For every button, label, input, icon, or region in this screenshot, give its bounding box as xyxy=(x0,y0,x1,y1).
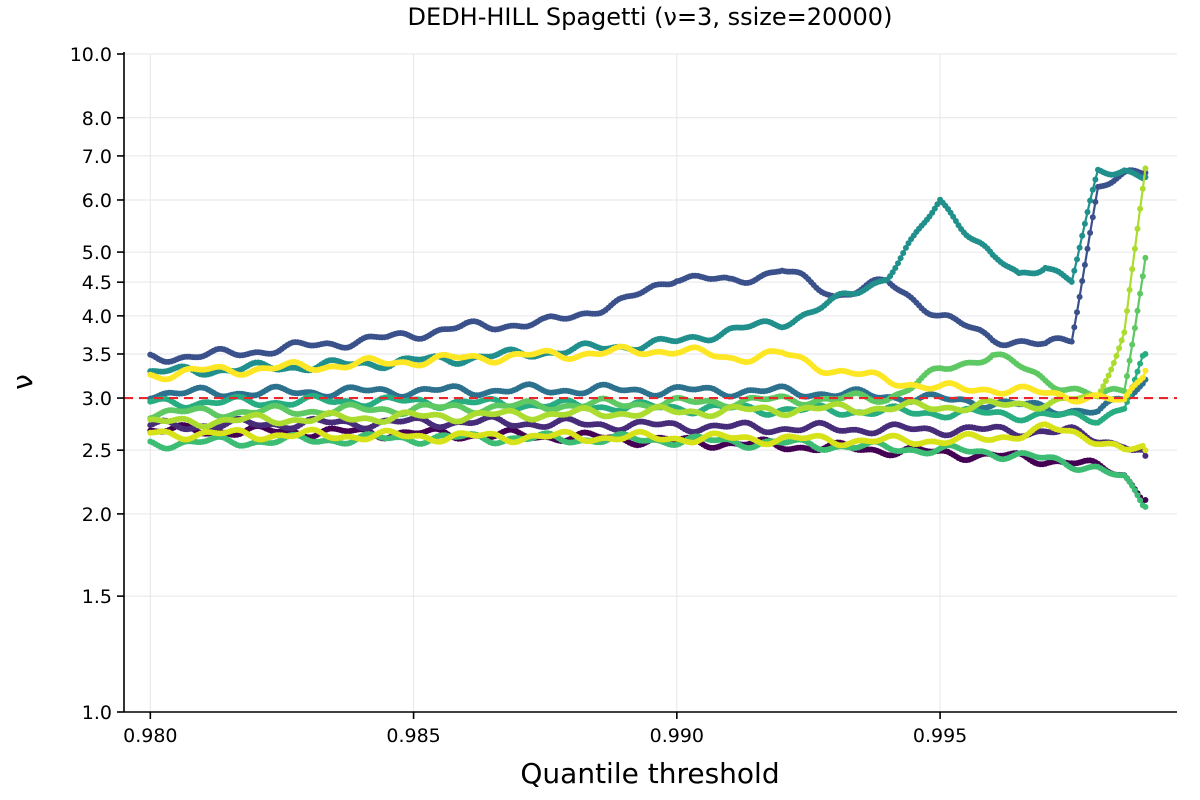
series-point xyxy=(1121,329,1128,336)
series-9 xyxy=(147,165,1149,430)
y-tick-label: 1.0 xyxy=(82,702,112,724)
series-point xyxy=(1102,378,1109,384)
series-point xyxy=(1121,405,1128,412)
series-point xyxy=(1134,307,1141,314)
series-point xyxy=(889,269,896,276)
series-point xyxy=(1139,273,1146,280)
y-tick-label: 4.5 xyxy=(82,272,112,294)
series-point xyxy=(1116,345,1123,352)
series-point xyxy=(1087,197,1094,204)
series-point xyxy=(1071,324,1078,331)
series-point xyxy=(1108,366,1115,373)
series-3 xyxy=(147,167,1149,365)
series-point xyxy=(1137,290,1144,297)
series-layer xyxy=(147,165,1149,510)
series-point xyxy=(1129,341,1136,348)
series-point xyxy=(1124,373,1130,380)
series-point xyxy=(1113,352,1120,359)
y-tick-label: 6.0 xyxy=(82,190,112,212)
series-point xyxy=(1142,367,1149,374)
series-point xyxy=(892,265,899,271)
x-tick-label: 0.980 xyxy=(123,725,177,747)
series-point xyxy=(934,201,941,208)
series-point xyxy=(900,250,907,256)
series-point xyxy=(1081,261,1088,268)
series-point xyxy=(1100,383,1107,390)
series-point xyxy=(1142,497,1149,503)
series-point xyxy=(1092,198,1099,205)
series-point xyxy=(1081,220,1088,227)
series-point xyxy=(1079,232,1086,239)
series-point xyxy=(1137,205,1144,212)
series-point xyxy=(931,205,938,212)
series-point xyxy=(1076,244,1083,251)
y-tick-label: 3.0 xyxy=(82,388,112,410)
x-tick-label: 0.990 xyxy=(650,725,704,747)
series-point xyxy=(1134,225,1141,232)
chart-title: DEDH-HILL Spagetti (ν=3, ssize=20000) xyxy=(408,3,893,31)
series-point xyxy=(1142,254,1149,261)
series-point xyxy=(1126,286,1133,293)
series-point xyxy=(1142,452,1149,459)
series-point xyxy=(1105,372,1112,379)
series-point xyxy=(902,244,909,251)
series-point xyxy=(1142,447,1149,454)
series-point xyxy=(1089,214,1096,221)
series-point xyxy=(1118,337,1125,344)
series-point xyxy=(1092,176,1099,183)
series-point xyxy=(1134,368,1141,375)
series-line xyxy=(150,168,1147,428)
series-point xyxy=(1084,209,1091,215)
series-point xyxy=(1131,325,1138,331)
series-point xyxy=(897,255,904,262)
series-7 xyxy=(147,430,1149,510)
series-point xyxy=(1142,351,1149,357)
series-line xyxy=(149,169,1146,363)
series-point xyxy=(1124,308,1130,314)
y-tick-label: 2.5 xyxy=(82,440,112,462)
y-tick-label: 10.0 xyxy=(70,44,112,66)
series-point xyxy=(1142,165,1149,172)
series-point xyxy=(1074,309,1080,316)
series-point xyxy=(895,260,901,267)
series-point xyxy=(1137,360,1144,367)
series-point xyxy=(1076,293,1083,300)
y-tick-label: 8.0 xyxy=(82,108,112,130)
series-point xyxy=(1074,256,1080,263)
y-tick-label: 7.0 xyxy=(82,146,112,168)
series-point xyxy=(1089,186,1096,193)
series-point xyxy=(1087,229,1094,236)
y-tick-label: 3.5 xyxy=(82,344,112,366)
y-tick-label: 5.0 xyxy=(82,242,112,264)
x-tick-label: 0.995 xyxy=(913,725,967,747)
gridlines xyxy=(124,53,1177,713)
series-point xyxy=(1068,278,1075,285)
series-point xyxy=(1131,245,1138,252)
y-tick-label: 1.5 xyxy=(82,586,112,608)
y-tick-label: 2.0 xyxy=(82,504,112,526)
series-point xyxy=(1068,338,1075,345)
y-tick-label: 4.0 xyxy=(82,306,112,328)
series-point xyxy=(1071,267,1078,274)
x-tick-label: 0.985 xyxy=(386,725,440,747)
series-point xyxy=(1142,503,1149,510)
series-point xyxy=(1079,278,1086,284)
series-point xyxy=(1126,357,1133,364)
series-point xyxy=(1084,245,1091,252)
x-axis-label: Quantile threshold xyxy=(520,757,779,790)
series-point xyxy=(1129,266,1136,273)
series-point xyxy=(1139,374,1146,381)
y-axis-label: ν xyxy=(6,374,39,390)
series-point xyxy=(1110,360,1117,366)
series-point xyxy=(1139,185,1146,192)
